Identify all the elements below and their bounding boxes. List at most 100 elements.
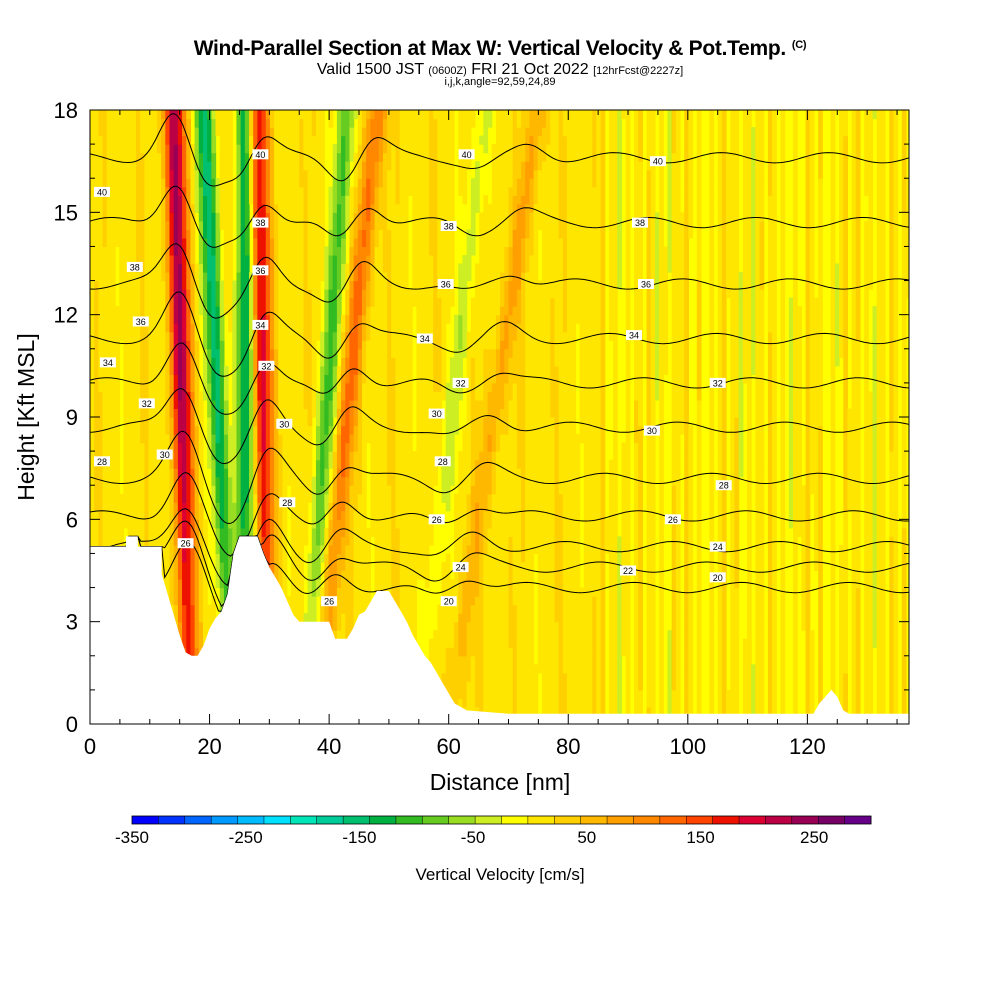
velocity-cell [286,161,292,171]
velocity-cell [307,579,313,589]
velocity-cell [315,297,321,307]
velocity-cell [244,348,250,358]
velocity-cell [219,161,225,171]
velocity-cell [345,399,351,410]
velocity-cell [282,382,288,393]
velocity-cell [131,357,137,367]
velocity-cell [303,502,309,512]
velocity-cell [286,272,292,282]
velocity-cell [110,169,116,179]
velocity-cell [282,127,288,137]
velocity-cell [207,161,212,171]
velocity-cell [349,152,355,162]
velocity-cell [341,186,346,196]
velocity-cell [311,331,317,341]
velocity-cell [94,476,99,486]
velocity-cell [140,382,145,393]
velocity-cell [332,254,338,265]
velocity-cell [156,263,162,273]
velocity-cell [148,425,154,435]
velocity-cell [253,476,258,486]
velocity-cell [382,493,388,503]
velocity-cell [341,579,346,589]
velocity-cell [395,297,401,307]
velocity-cell [131,331,137,341]
velocity-cell [328,289,334,299]
velocity-cell [378,570,384,580]
velocity-cell [286,365,292,375]
velocity-cell [219,382,225,393]
velocity-cell [106,314,112,324]
velocity-cell [320,118,325,128]
velocity-cell [127,161,133,171]
velocity-cell [198,289,204,299]
velocity-cell [110,340,116,350]
velocity-cell [362,127,367,137]
velocity-cell [98,110,104,120]
velocity-cell [315,237,321,248]
velocity-cell [240,374,246,384]
velocity-cell [244,297,250,307]
velocity-cell [253,417,258,427]
velocity-cell [123,331,129,341]
velocity-cell [123,237,129,248]
velocity-cell [169,510,175,520]
velocity-cell [269,169,275,179]
velocity-cell [207,152,212,162]
velocity-cell [198,451,204,461]
velocity-cell [144,254,150,265]
velocity-cell [165,152,171,162]
velocity-cell [290,178,296,188]
velocity-cell [211,118,217,128]
velocity-cell [370,493,376,503]
velocity-cell [265,127,271,137]
velocity-cell [90,220,95,230]
velocity-cell [169,186,175,196]
velocity-cell [186,365,192,375]
velocity-cell [215,382,221,393]
velocity-cell [282,442,288,452]
velocity-cell [265,536,271,546]
velocity-cell [311,502,317,512]
velocity-cell [173,459,179,469]
velocity-cell [202,178,208,188]
velocity-cell [94,365,99,375]
velocity-cell [190,638,196,648]
velocity-cell [190,596,196,606]
velocity-cell [378,510,384,520]
velocity-cell [336,527,342,537]
velocity-cell [328,314,334,324]
velocity-cell [173,135,179,145]
velocity-cell [315,519,321,529]
velocity-cell [295,391,300,401]
velocity-cell [362,485,367,495]
velocity-cell [320,391,325,401]
velocity-cell [382,365,388,375]
velocity-cell [269,459,275,469]
velocity-cell [349,237,355,248]
velocity-cell [219,510,225,520]
velocity-cell [94,144,99,154]
velocity-cell [362,382,367,393]
velocity-cell [336,382,342,393]
velocity-cell [186,203,192,213]
velocity-cell [382,314,388,324]
velocity-cell [303,254,309,265]
velocity-cell [131,186,137,196]
velocity-cell [278,434,284,444]
velocity-cell [173,579,179,589]
velocity-cell [378,348,384,358]
velocity-cell [382,195,388,205]
velocity-cell [374,510,380,520]
velocity-cell [211,357,217,367]
velocity-cell [374,152,380,162]
velocity-cell [269,323,275,333]
velocity-cell [391,118,397,128]
velocity-cell [98,485,104,495]
velocity-cell [182,451,187,461]
velocity-cell [98,169,104,179]
velocity-cell [198,203,204,213]
velocity-cell [257,536,263,546]
velocity-cell [265,451,271,461]
velocity-cell [282,212,288,222]
